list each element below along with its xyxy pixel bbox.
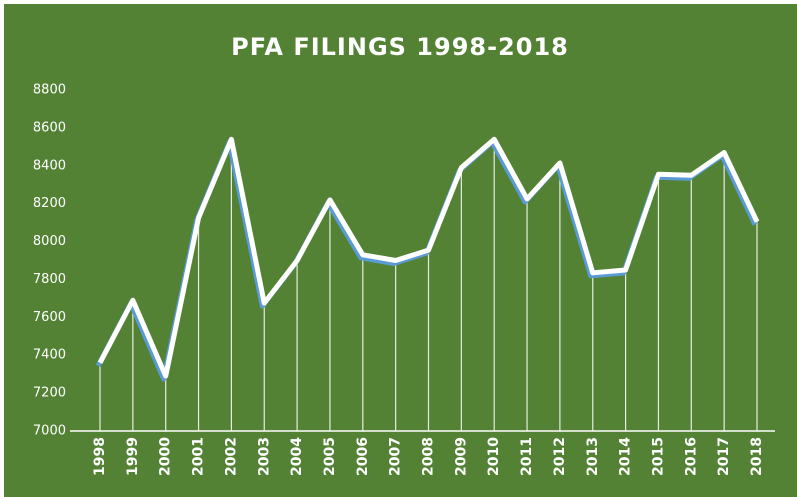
y-tick-label: 7800 [33, 272, 66, 287]
x-tick-label: 2015 [650, 437, 666, 476]
x-tick-label: 2005 [322, 437, 338, 476]
x-tick-label: 2016 [683, 437, 699, 476]
x-tick-label: 2018 [749, 437, 765, 476]
x-tick-label: 2009 [453, 437, 469, 476]
x-tick-label: 2012 [552, 437, 568, 476]
x-tick-label: 1998 [92, 437, 108, 476]
y-tick-label: 8800 [33, 83, 66, 98]
x-tick-label: 2008 [421, 437, 437, 476]
x-tick-label: 2006 [355, 437, 371, 476]
x-tick-label: 2003 [256, 437, 272, 476]
x-tick-label: 2017 [716, 437, 732, 476]
x-tick-label: 2001 [191, 437, 207, 476]
y-tick-label: 7600 [33, 310, 66, 325]
y-tick-label: 7200 [33, 386, 66, 401]
y-tick-label: 7400 [33, 348, 66, 363]
y-tick-label: 8400 [33, 158, 66, 173]
x-tick-label: 1999 [125, 437, 141, 476]
chart-background [4, 4, 797, 497]
x-tick-label: 2011 [519, 437, 535, 476]
y-tick-label: 7000 [33, 424, 66, 439]
y-tick-label: 8000 [33, 234, 66, 249]
chart-title: PFA FILINGS 1998-2018 [231, 33, 569, 61]
x-tick-label: 2004 [289, 437, 305, 476]
x-tick-label: 2013 [585, 437, 601, 476]
y-tick-label: 8600 [33, 120, 66, 135]
x-tick-label: 2014 [618, 437, 634, 476]
x-tick-label: 2007 [388, 437, 404, 476]
line [97, 136, 760, 379]
x-tick-label: 2010 [486, 437, 502, 476]
x-tick-label: 2000 [158, 437, 174, 476]
x-tick-label: 2002 [223, 437, 239, 476]
y-tick-label: 8200 [33, 196, 66, 211]
